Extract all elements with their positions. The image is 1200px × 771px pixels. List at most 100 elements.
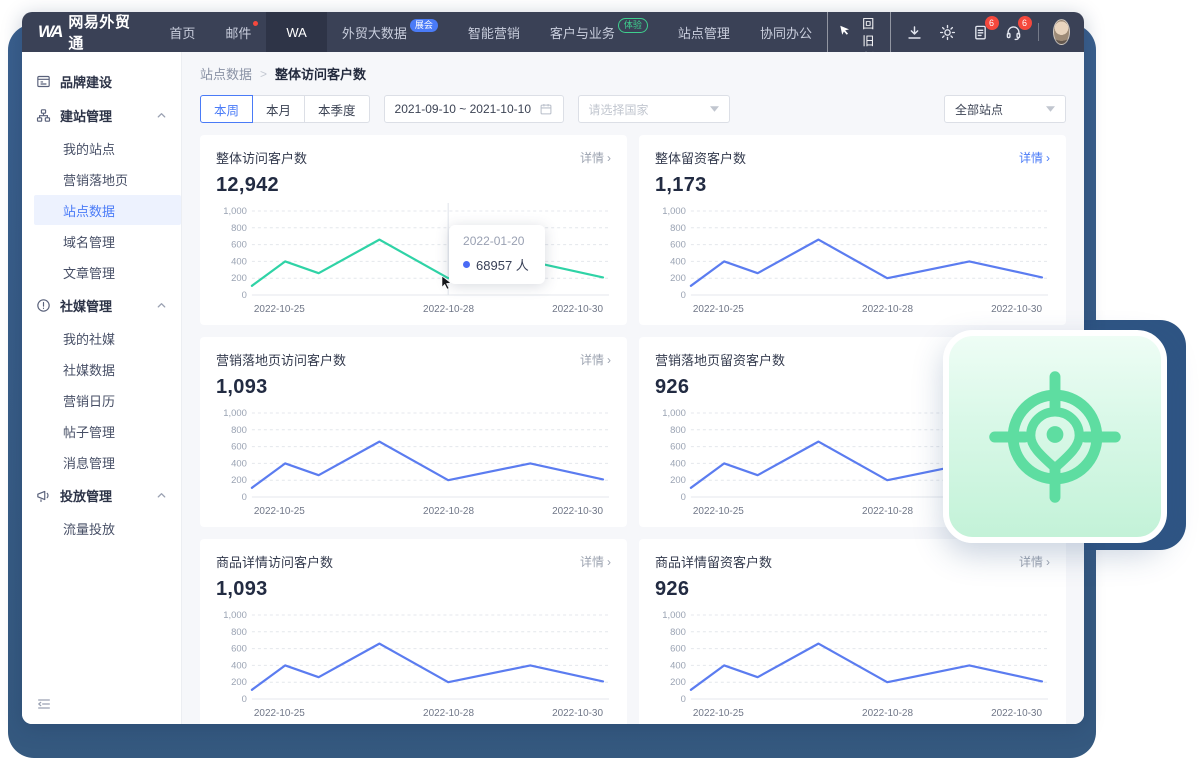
nav-item-trade-big-data[interactable]: 外贸大数据 展会 xyxy=(327,12,453,52)
sidebar-item-11[interactable]: 帖子管理 xyxy=(22,416,181,446)
sidebar-item-9[interactable]: 社媒数据 xyxy=(22,354,181,384)
breadcrumb-parent[interactable]: 站点数据 xyxy=(200,67,253,82)
svg-text:800: 800 xyxy=(670,223,686,234)
nav-badge: 展会 xyxy=(409,18,438,32)
card-header: 整体留资客户数 详情 › xyxy=(655,148,1050,167)
chevron-right-icon: › xyxy=(1046,150,1050,165)
sidebar-item-label: 文章管理 xyxy=(63,265,116,281)
nav-item-customers-business[interactable]: 客户与业务 体验 xyxy=(535,12,663,52)
download-icon[interactable] xyxy=(906,23,924,41)
line-chart-svg: 0 200 400 600 800 1,000 2022-10-25 2022-10-28 20… xyxy=(223,610,610,719)
detail-label: 详情 xyxy=(579,555,604,569)
svg-text:600: 600 xyxy=(670,442,686,453)
card-value: 1,093 xyxy=(216,578,268,600)
calendar-icon xyxy=(539,102,553,116)
sidebar-item-label: 站点数据 xyxy=(63,203,116,219)
detail-link[interactable]: 详情 › xyxy=(580,149,611,166)
line-chart: 0 200 400 600 800 1,000 2022-10-25 2022-10-28 20… xyxy=(216,201,611,323)
sidebar-item-3[interactable]: 营销落地页 xyxy=(22,164,181,194)
country-select[interactable]: 请选择国家 xyxy=(577,95,730,123)
sidebar-group-1[interactable]: 建站管理 xyxy=(22,98,181,132)
detail-link[interactable]: 详情 › xyxy=(580,553,611,570)
sidebar-item-label: 消息管理 xyxy=(63,455,116,471)
sidebar-item-5[interactable]: 域名管理 xyxy=(22,226,181,256)
headset-icon[interactable]: 6 xyxy=(1005,16,1032,41)
nav-item-label: 协同办公 xyxy=(759,25,812,41)
sidebar-item-8[interactable]: 我的社媒 xyxy=(22,323,181,353)
date-range-value: 2021-09-10 ~ 2021-10-10 xyxy=(394,102,531,116)
nav-item-label: 智能营销 xyxy=(467,25,520,41)
line-chart-svg: 0 200 400 600 800 1,000 2022-10-25 2022-10-28 20… xyxy=(223,203,610,315)
detail-link[interactable]: 详情 › xyxy=(1019,553,1050,570)
nav-badge: 体验 xyxy=(617,17,648,33)
svg-text:1,000: 1,000 xyxy=(223,408,247,419)
svg-text:600: 600 xyxy=(231,442,247,453)
app-logo[interactable]: WA 网易外贸通 xyxy=(38,12,132,53)
chart-card-0: 整体访问客户数 详情 › 12,942 0 200 400 600 800 1,000 20… xyxy=(200,135,627,325)
nav-item-mail[interactable]: 邮件 xyxy=(210,12,266,52)
sidebar-group-7[interactable]: 社媒管理 xyxy=(22,288,181,322)
country-select-placeholder: 请选择国家 xyxy=(588,102,649,117)
svg-text:1,000: 1,000 xyxy=(223,206,247,217)
line-chart: 0 200 400 600 800 1,000 2022-10-25 2022-10-28 20… xyxy=(655,605,1050,724)
nav-item-smart-marketing[interactable]: 智能营销 xyxy=(453,12,535,52)
detail-label: 详情 xyxy=(579,353,604,367)
breadcrumb-current: 整体访问客户数 xyxy=(275,67,367,82)
card-value: 926 xyxy=(655,578,690,600)
sidebar-item-10[interactable]: 营销日历 xyxy=(22,385,181,415)
nav-item-label: 首页 xyxy=(169,25,196,41)
sidebar: 品牌建设建站管理我的站点 营销落地页站点数据域名管理文章管理社媒管理 我的社媒 社媒数… xyxy=(22,52,182,724)
site-select-value: 全部站点 xyxy=(955,102,1004,117)
svg-text:2022-10-25: 2022-10-25 xyxy=(254,304,305,315)
gear-icon[interactable] xyxy=(939,23,957,41)
sidebar-item-label: 域名管理 xyxy=(63,234,116,250)
sidebar-item-6[interactable]: 文章管理 xyxy=(22,257,181,287)
svg-text:2022-10-25: 2022-10-25 xyxy=(693,506,744,517)
sidebar-group-label: 建站管理 xyxy=(60,108,113,124)
line-chart: 0 200 400 600 800 1,000 2022-10-25 2022-10-28 20… xyxy=(216,403,611,525)
svg-text:1,000: 1,000 xyxy=(223,610,247,621)
svg-text:600: 600 xyxy=(670,240,686,251)
svg-text:200: 200 xyxy=(670,677,686,688)
sidebar-item-2[interactable]: 我的站点 xyxy=(22,133,181,163)
nav-item-site-management[interactable]: 站点管理 xyxy=(663,12,745,52)
card-title: 营销落地页访问客户数 xyxy=(216,353,347,368)
time-tab-2[interactable]: 本季度 xyxy=(304,95,370,123)
chart-card-1: 整体留资客户数 详情 › 1,173 0 200 400 600 800 1,000 202… xyxy=(639,135,1066,325)
site-select[interactable]: 全部站点 xyxy=(944,95,1066,123)
svg-text:2022-10-30: 2022-10-30 xyxy=(991,304,1042,315)
line-chart-svg: 0 200 400 600 800 1,000 2022-10-25 2022-10-28 20… xyxy=(662,610,1049,719)
sidebar-item-12[interactable]: 消息管理 xyxy=(22,447,181,477)
time-tab-1[interactable]: 本月 xyxy=(252,95,306,123)
card-header: 整体访问客户数 详情 › xyxy=(216,148,611,167)
date-range-picker[interactable]: 2021-09-10 ~ 2021-10-10 xyxy=(383,95,564,123)
svg-text:2022-10-28: 2022-10-28 xyxy=(862,708,913,719)
logo-text: 网易外贸通 xyxy=(68,14,131,52)
svg-text:2022-10-25: 2022-10-25 xyxy=(254,506,305,517)
notes-icon[interactable]: 6 xyxy=(972,16,999,41)
svg-text:1,000: 1,000 xyxy=(662,206,686,217)
chevron-down-icon xyxy=(1046,106,1055,112)
site-icon xyxy=(36,108,51,123)
sidebar-item-14[interactable]: 流量投放 xyxy=(22,513,181,543)
nav-item-home[interactable]: 首页 xyxy=(154,12,210,52)
collapse-sidebar-icon[interactable] xyxy=(36,696,52,712)
user-avatar[interactable] xyxy=(1053,19,1070,45)
time-tab-0[interactable]: 本周 xyxy=(200,95,254,123)
sidebar-item-4[interactable]: 站点数据 xyxy=(34,195,181,225)
detail-link[interactable]: 详情 › xyxy=(1019,149,1050,166)
chart-card-grid: 整体访问客户数 详情 › 12,942 0 200 400 600 800 1,000 20… xyxy=(200,135,1066,724)
nav-item-collaboration[interactable]: 协同办公 xyxy=(745,12,827,52)
detail-label: 详情 xyxy=(579,151,604,165)
tooltip-value: 68957 人 xyxy=(476,258,529,273)
card-value: 1,093 xyxy=(216,376,268,398)
detail-link[interactable]: 详情 › xyxy=(580,351,611,368)
sidebar-group-13[interactable]: 投放管理 xyxy=(22,478,181,512)
svg-text:400: 400 xyxy=(670,256,686,267)
sidebar-group-0[interactable]: 品牌建设 xyxy=(22,64,181,98)
svg-text:2022-10-28: 2022-10-28 xyxy=(862,304,913,315)
sidebar-item-label: 流量投放 xyxy=(63,521,116,537)
nav-item-wa[interactable]: WA xyxy=(266,12,327,52)
svg-text:2022-10-30: 2022-10-30 xyxy=(552,506,603,517)
target-pin-icon xyxy=(988,370,1122,504)
